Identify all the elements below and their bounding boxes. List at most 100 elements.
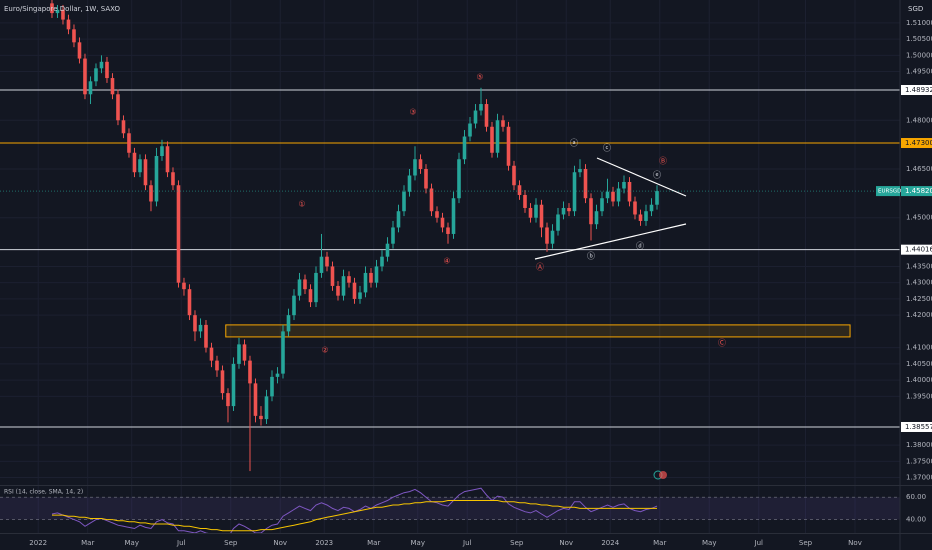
y-tick-label: 1.48000 (906, 116, 932, 124)
candle-body (462, 136, 467, 160)
x-tick-label: Sep (799, 539, 813, 547)
y-tick-label: 1.43500 (906, 262, 932, 270)
candle-body (77, 42, 82, 59)
x-tick-label: Sep (224, 539, 238, 547)
candle-body (567, 207, 571, 212)
wave-label: ② (321, 346, 328, 355)
candle-body (72, 29, 76, 43)
candle-body (644, 211, 648, 221)
candle-body (215, 360, 219, 371)
candle-body (286, 315, 291, 332)
candle-body (259, 415, 263, 420)
chart-title: Euro/Singapore Dollar, 1W, SAXO (4, 5, 120, 13)
candle-body (347, 276, 351, 283)
candle-body (138, 159, 142, 173)
wave-label: ⓔ (653, 171, 661, 180)
y-tick-label: 1.42000 (906, 311, 932, 319)
candle-body (539, 204, 544, 228)
candle-body (479, 104, 483, 111)
y-tick-label: 1.45000 (906, 214, 932, 222)
wave-label: ⓐ (570, 139, 578, 148)
candle-body (154, 156, 159, 202)
candle-body (253, 383, 258, 416)
candle-body (61, 9, 65, 20)
candle-body (319, 256, 324, 273)
candle-body (495, 120, 500, 153)
candle-body (149, 185, 153, 202)
y-tick-label: 1.41000 (906, 344, 932, 352)
candle-body (451, 198, 456, 234)
candle-body (66, 19, 71, 30)
candle-body (83, 58, 87, 95)
y-tick-label: 1.50500 (906, 35, 932, 43)
candle-body (226, 393, 230, 407)
candle-body (165, 146, 170, 173)
y-tick-label: 1.40000 (906, 376, 932, 384)
x-tick-label: Mar (367, 539, 380, 547)
candle-body (281, 331, 285, 374)
candle-body (242, 344, 247, 361)
candle-body (655, 191, 659, 205)
rsi-tick-label: 60.00 (906, 493, 926, 501)
level-label: 1.44016 (905, 246, 932, 254)
x-tick-label: Nov (559, 539, 573, 547)
candle-body (237, 344, 241, 364)
level-tag (901, 85, 932, 96)
candle-body (440, 217, 445, 228)
x-tick-label: Mar (653, 539, 666, 547)
candle-body (578, 168, 582, 173)
candle-body (556, 214, 560, 231)
candle-body (220, 370, 225, 394)
candle-body (528, 207, 533, 218)
candle-body (336, 285, 340, 296)
level-tag (901, 421, 932, 432)
candle-body (627, 181, 632, 202)
candle-body (424, 168, 428, 189)
grid (0, 0, 900, 533)
y-tick-label: 1.38000 (906, 441, 932, 449)
candle-body (297, 279, 302, 296)
x-tick-label: 2023 (315, 539, 333, 547)
candle-body (292, 295, 296, 316)
y-tick-label: 1.42500 (906, 295, 932, 303)
wave-label: ① (298, 200, 305, 209)
x-tick-label: Mar (81, 539, 94, 547)
candle-body (374, 266, 379, 283)
candle-body (545, 227, 549, 244)
candle-body (88, 81, 93, 95)
candle-body (330, 266, 335, 286)
symbol-label: EURSGD (878, 189, 901, 195)
y-tick-label: 1.37000 (906, 474, 932, 482)
price-axis: 1.37000 1.37500 1.38000 1.39500 1.40000 1.405… (901, 19, 932, 524)
x-tick-label: May (124, 539, 138, 547)
candle-body (501, 120, 505, 127)
candle-body (314, 272, 318, 303)
candle-body (396, 211, 401, 228)
wave-label: ⓑ (587, 252, 595, 261)
event-icon[interactable] (659, 471, 667, 479)
candle-body (132, 152, 137, 173)
rsi-sma-line (52, 500, 657, 532)
candle-body (176, 185, 181, 283)
wave-label: ⑤ (476, 73, 483, 82)
candle-body (50, 3, 54, 14)
candle-body (468, 123, 472, 137)
candle-body (473, 110, 478, 124)
candle-body (363, 272, 368, 293)
candle-body (407, 175, 412, 192)
candle-body (391, 227, 395, 244)
candle-body (325, 256, 329, 267)
candle-body (231, 363, 236, 407)
candle-body (105, 61, 109, 79)
candle-body (490, 126, 494, 153)
supply-zone (225, 324, 851, 338)
candle-body (369, 272, 373, 283)
x-tick-label: Sep (510, 539, 524, 547)
y-tick-label: 1.49500 (906, 68, 932, 76)
y-tick-label: 1.37500 (906, 457, 932, 465)
y-tick-label: 1.51000 (906, 19, 932, 27)
level-tag (901, 244, 932, 255)
candle-body (550, 230, 555, 244)
